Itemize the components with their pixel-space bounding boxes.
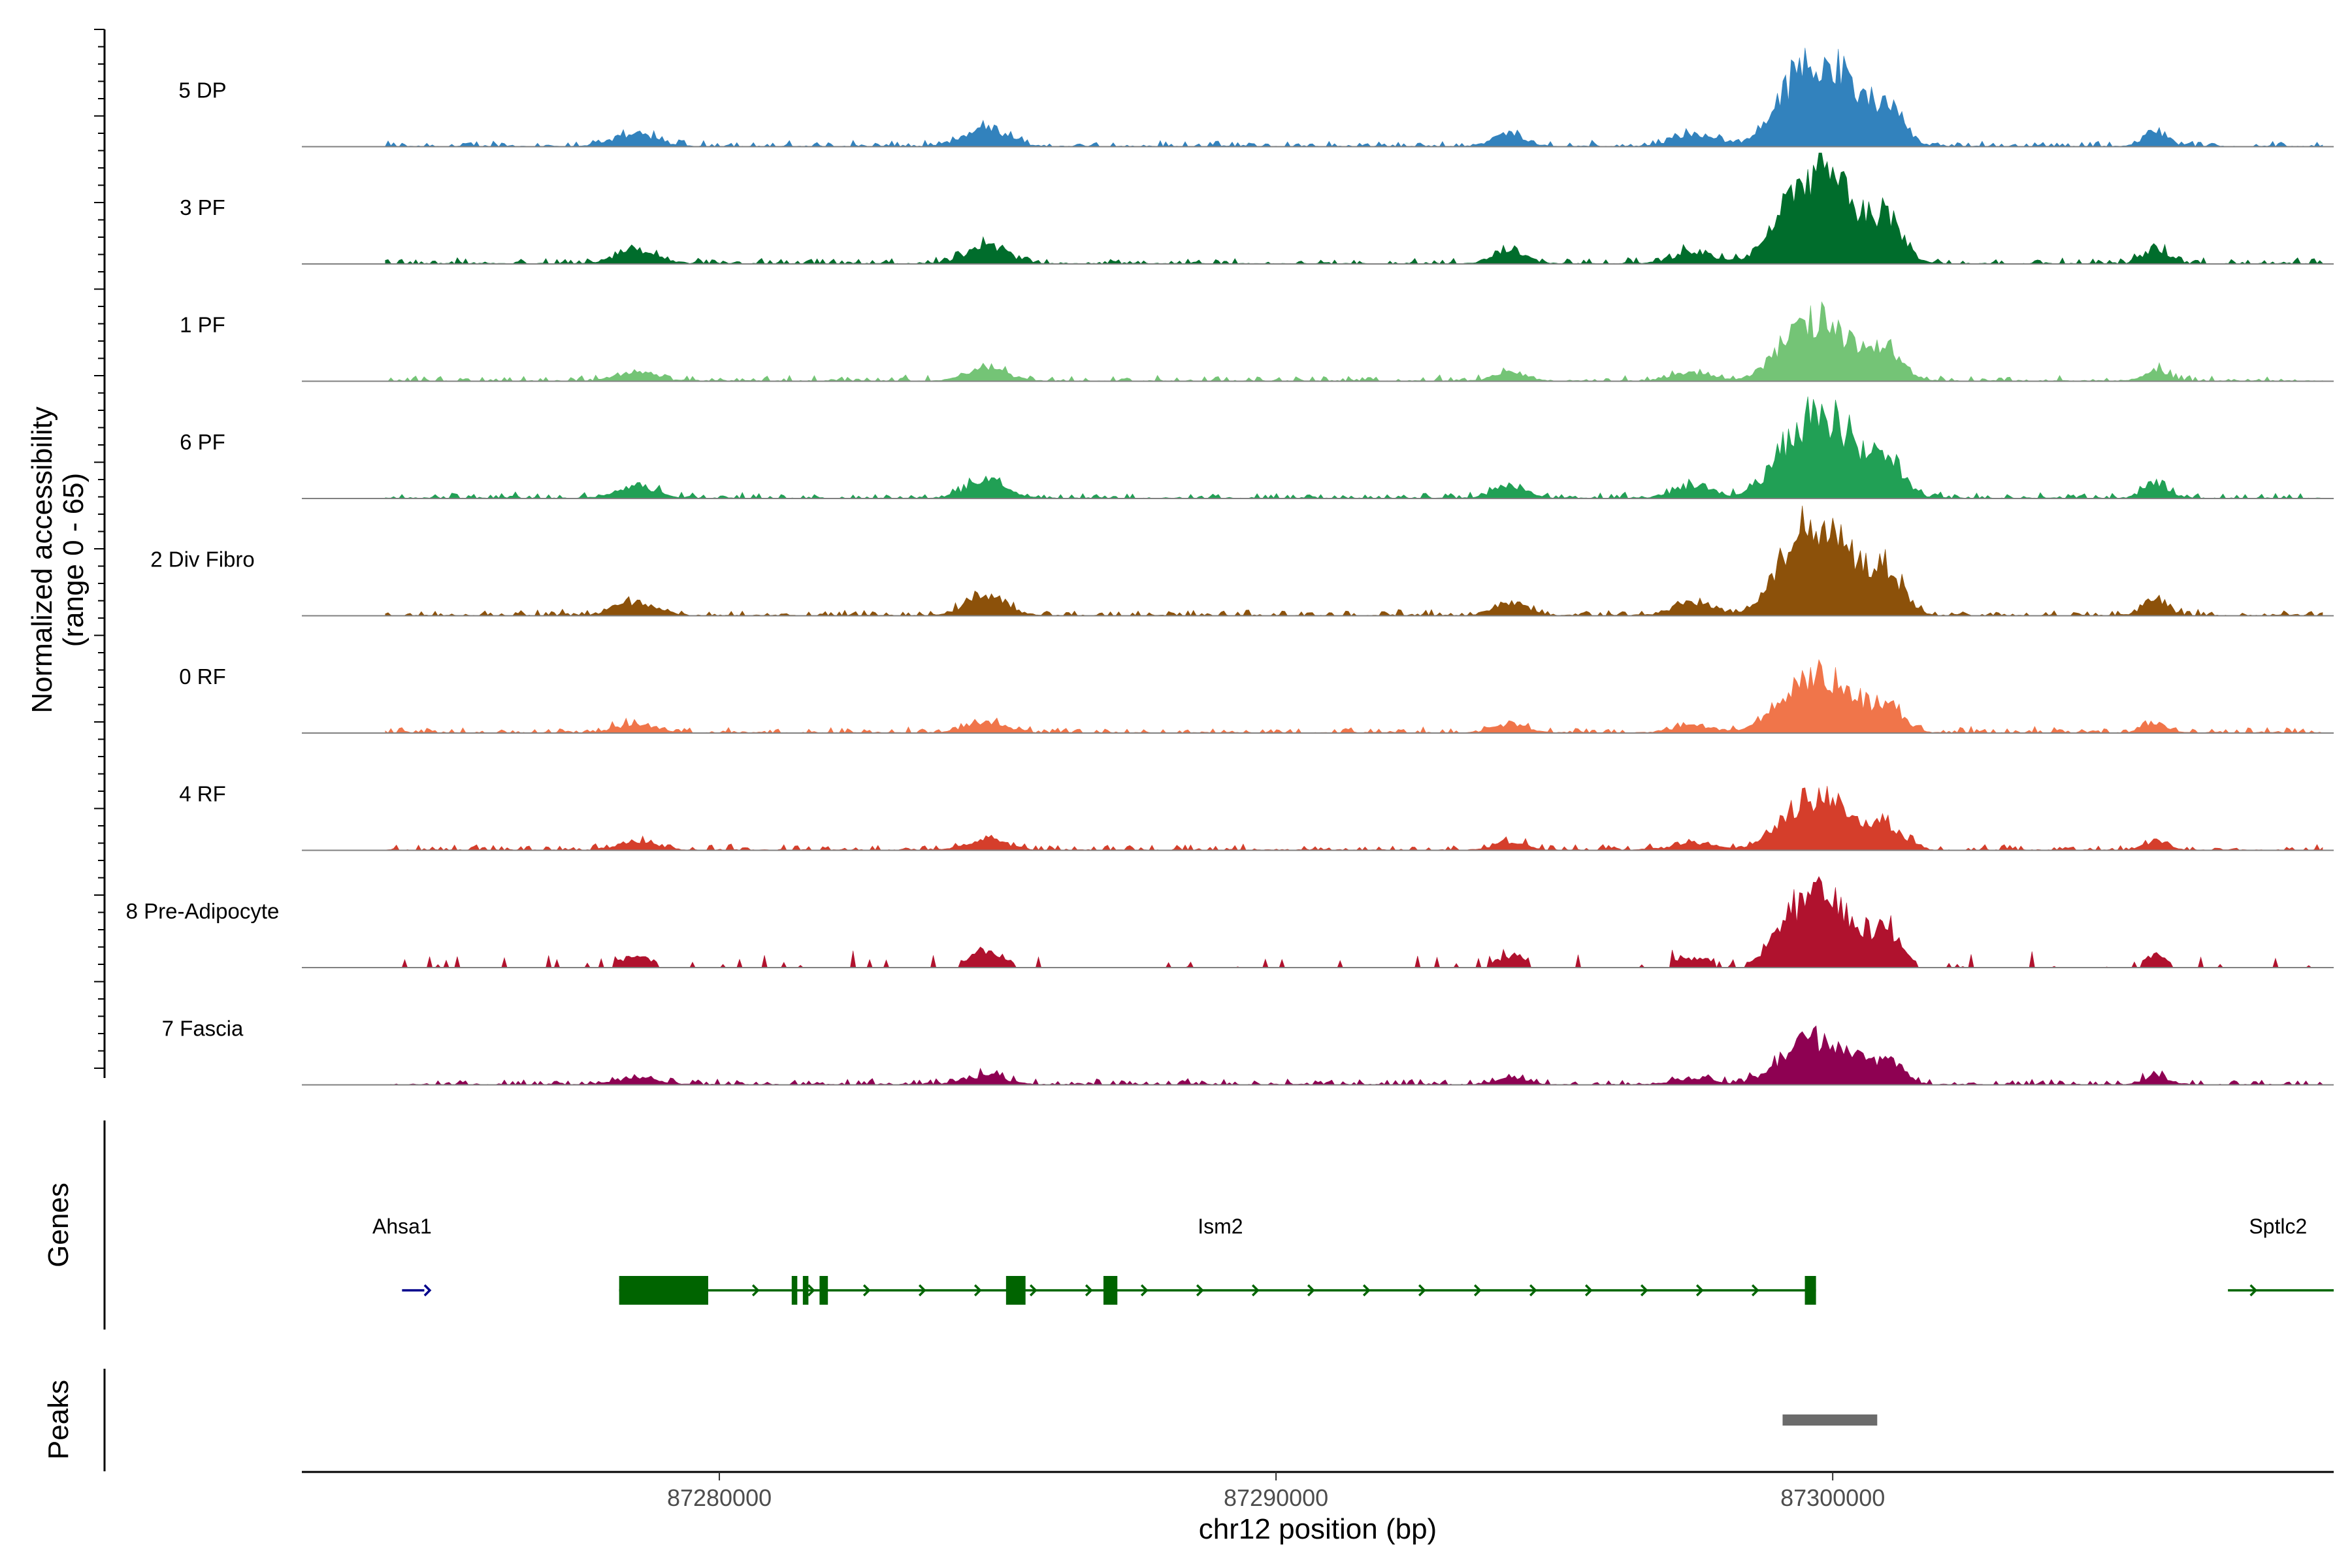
exon — [1805, 1276, 1816, 1305]
gene-label: Ism2 — [1198, 1215, 1243, 1238]
exon — [791, 1276, 798, 1305]
strand-arrow — [1751, 1284, 1759, 1297]
peak-bar — [1782, 1414, 1878, 1426]
strand-arrow — [1362, 1284, 1371, 1297]
strand-arrow — [1085, 1284, 1093, 1297]
coverage-track-3 — [385, 301, 2323, 382]
x-tick-label: 87280000 — [667, 1484, 772, 1511]
x-axis-title: chr12 position (bp) — [1199, 1513, 1437, 1545]
x-tick-label: 87300000 — [1780, 1484, 1885, 1511]
track-label: 7 Fascia — [162, 1017, 244, 1041]
exon — [802, 1276, 809, 1305]
coverage-track-1 — [385, 48, 2323, 148]
x-tick-label: 87290000 — [1224, 1484, 1328, 1511]
exon — [619, 1276, 708, 1305]
strand-arrow — [1251, 1284, 1260, 1297]
strand-arrow — [2249, 1284, 2258, 1297]
strand-arrow — [1529, 1284, 1537, 1297]
track-label: 2 Div Fibro — [150, 547, 255, 572]
coverage-track-6 — [385, 659, 2323, 734]
strand-arrow — [807, 1284, 815, 1297]
track-labels: 5 DP 3 PF 1 PF 6 PF 2 Div Fibro 0 RF 4 RF 8 Pre… — [126, 78, 280, 1041]
track-label: 4 RF — [179, 782, 226, 806]
strand-arrow — [1584, 1284, 1593, 1297]
strand-arrow — [1140, 1284, 1149, 1297]
strand-arrow — [1640, 1284, 1648, 1297]
coverage-track-4 — [385, 396, 2323, 499]
strand-arrow — [1307, 1284, 1315, 1297]
y-axis-ticks — [94, 29, 105, 1069]
coverage-track-7 — [385, 785, 2323, 851]
strand-arrow — [423, 1284, 432, 1297]
strand-arrow — [1695, 1284, 1704, 1297]
track-label: 5 DP — [178, 78, 226, 103]
exon — [1005, 1276, 1026, 1305]
coverage-track-9 — [385, 1025, 2323, 1085]
coverage-track-8 — [385, 876, 2323, 968]
exon — [819, 1276, 828, 1305]
strand-arrow — [862, 1284, 871, 1297]
y-axis-title: Normalized accessibility — [26, 406, 58, 713]
track-label: 1 PF — [180, 313, 225, 337]
gene-label: Ahsa1 — [372, 1215, 432, 1238]
strand-arrow — [1418, 1284, 1426, 1297]
track-label: 0 RF — [179, 664, 226, 689]
strand-arrow — [1029, 1284, 1037, 1297]
genes-panel-label: Genes — [42, 1183, 74, 1267]
strand-arrow — [973, 1284, 982, 1297]
strand-arrow — [1196, 1284, 1204, 1297]
gene-models: Ahsa1 Ism2 Sptlc2 — [372, 1215, 2334, 1305]
track-label: 6 PF — [180, 430, 225, 454]
y-axis-subtitle: (range 0 - 65) — [57, 473, 90, 647]
coverage-track-5 — [385, 505, 2323, 616]
gene-label: Sptlc2 — [2249, 1215, 2307, 1238]
x-axis-ticks: 87280000 87290000 87300000 — [667, 1472, 1885, 1511]
track-label: 8 Pre-Adipocyte — [126, 899, 280, 923]
strand-arrow — [1473, 1284, 1482, 1297]
strand-arrow — [751, 1284, 760, 1297]
strand-arrow — [918, 1284, 926, 1297]
peaks-panel-label: Peaks — [42, 1380, 74, 1460]
peak-regions — [1782, 1414, 1878, 1426]
coverage-tracks — [302, 48, 2334, 1086]
coverage-track-2 — [385, 152, 2323, 265]
track-label: 3 PF — [180, 195, 225, 220]
exon — [1103, 1276, 1118, 1305]
